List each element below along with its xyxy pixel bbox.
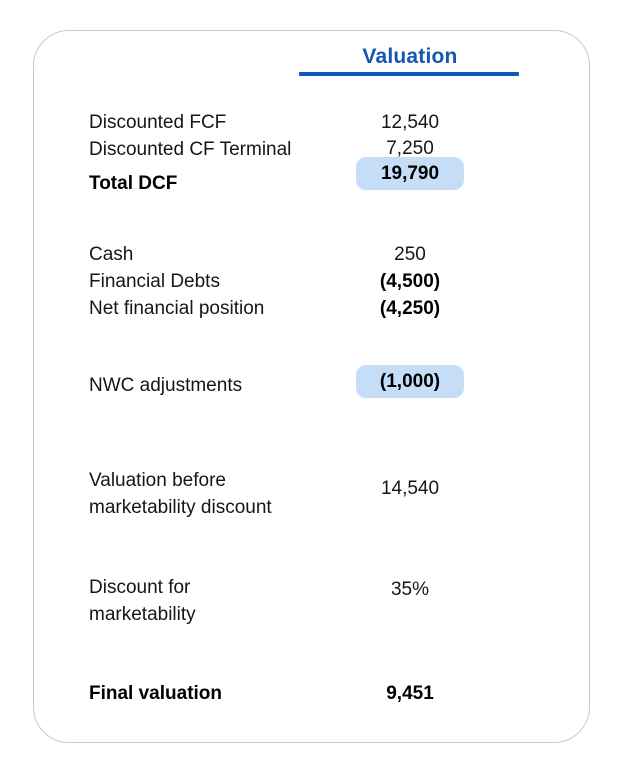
row-label-net-financial-position: Net financial position [89,298,265,319]
row-label-final-valuation: Final valuation [89,683,223,704]
row-value-net-financial-position: (4,250) [379,298,441,319]
row-value-final-valuation: 9,451 [386,683,434,704]
row-value-discount-for-marketability: 35% [390,579,430,600]
row-value-total-dcf-highlight: 19,790 [356,157,464,190]
row-label-total-dcf: Total DCF [89,173,178,194]
header-underline [299,72,519,76]
row-label-discounted-cf-terminal: Discounted CF Terminal [89,139,292,160]
row-label-discount-for-marketability: Discount for marketability [89,577,196,625]
column-header-valuation: Valuation [362,45,458,68]
valuation-card: Valuation Discounted FCF 12,540 Discount… [33,30,590,743]
row-value-discounted-fcf: 12,540 [380,112,440,133]
row-value-cash: 250 [394,244,426,265]
row-label-discounted-fcf: Discounted FCF [89,112,227,133]
row-value-nwc-adjustments-highlight: (1,000) [356,365,464,398]
row-label-valuation-before-discount: Valuation before marketability discount [89,470,272,518]
row-value-discounted-cf-terminal: 7,250 [386,138,434,159]
row-label-nwc-adjustments: NWC adjustments [89,375,243,396]
row-value-valuation-before-discount: 14,540 [380,478,440,499]
row-label-cash: Cash [89,244,134,265]
row-label-financial-debts: Financial Debts [89,271,220,292]
row-value-financial-debts: (4,500) [379,271,441,292]
